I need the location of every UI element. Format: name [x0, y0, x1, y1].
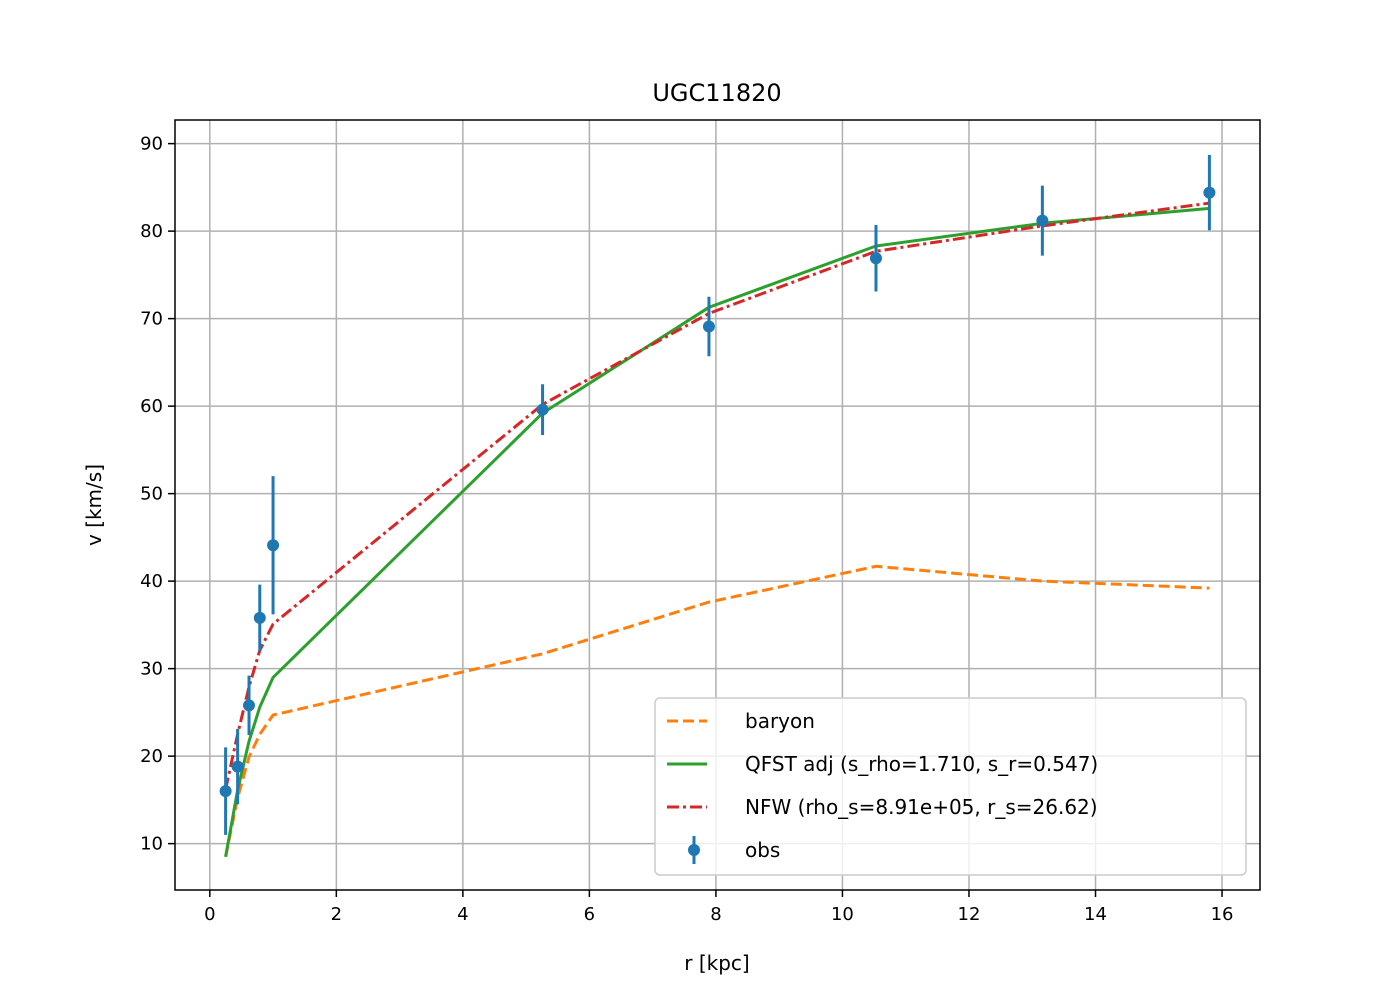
y-tick-label: 90	[140, 134, 163, 155]
y-tick-label: 80	[140, 221, 163, 242]
legend: baryon QFST adj (s_rho=1.710, s_r=0.547) N…	[654, 697, 1247, 876]
plot-area	[219, 155, 1216, 858]
legend-label-0: baryon	[745, 709, 815, 733]
legend-entry-1: QFST adj (s_rho=1.710, s_r=0.547)	[667, 752, 1098, 776]
axes-ticks: 0 2 4 6 8 10 12 14 16 10 20 30 40 50 60 70 80 90	[140, 134, 1233, 925]
legend-label-1: QFST adj (s_rho=1.710, s_r=0.547)	[745, 752, 1098, 776]
x-tick-label: 16	[1211, 904, 1234, 925]
x-tick-label: 14	[1084, 904, 1107, 925]
x-tick-label: 12	[958, 904, 981, 925]
y-tick-label: 50	[140, 484, 163, 505]
legend-entry-3: obs	[688, 836, 780, 864]
series-line-0	[224, 564, 1210, 858]
obs-point	[219, 785, 232, 798]
obs-point	[1203, 186, 1216, 199]
y-tick-label: 30	[140, 659, 163, 680]
y-tick-label: 20	[140, 746, 163, 767]
x-tick-label: 0	[204, 904, 215, 925]
x-axis-label: r [kpc]	[684, 951, 749, 975]
y-tick-label: 70	[140, 309, 163, 330]
y-tick-label: 10	[140, 834, 163, 855]
obs-point	[253, 611, 266, 624]
x-tick-label: 2	[331, 904, 342, 925]
obs-point	[702, 320, 715, 333]
y-tick-label: 40	[140, 571, 163, 592]
chart-title: UGC11820	[652, 79, 781, 107]
legend-label-3: obs	[745, 838, 780, 862]
obs-point	[869, 252, 882, 265]
axes-frame	[174, 119, 1261, 891]
obs-point	[267, 539, 280, 552]
x-tick-label: 10	[831, 904, 854, 925]
legend-label-2: NFW (rho_s=8.91e+05, r_s=26.62)	[745, 795, 1098, 819]
y-axis-label: v [km/s]	[82, 464, 106, 546]
x-tick-label: 4	[457, 904, 468, 925]
legend-entry-0: baryon	[667, 709, 815, 733]
legend-swatch-marker	[688, 844, 700, 856]
y-tick-label: 60	[140, 396, 163, 417]
legend-box	[654, 697, 1247, 876]
legend-entry-2: NFW (rho_s=8.91e+05, r_s=26.62)	[667, 795, 1098, 819]
obs-point	[243, 699, 256, 712]
obs-point	[231, 760, 244, 773]
series-line-2	[224, 201, 1210, 790]
x-tick-label: 8	[710, 904, 721, 925]
obs-point	[536, 403, 549, 416]
x-tick-label: 6	[584, 904, 595, 925]
obs-point	[1036, 214, 1049, 227]
